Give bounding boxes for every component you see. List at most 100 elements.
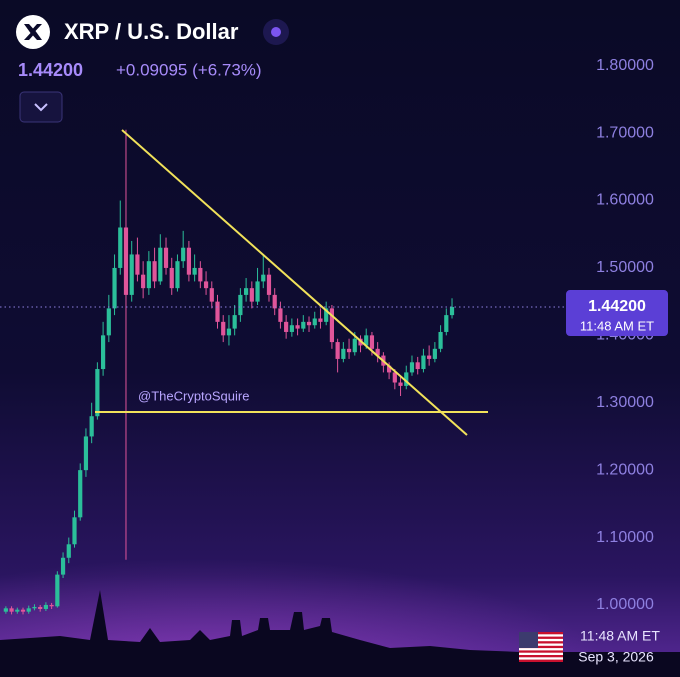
candle-body — [404, 372, 409, 386]
candle-body — [335, 342, 340, 359]
skyline — [0, 590, 680, 677]
candle-body — [284, 321, 289, 332]
candle-body — [135, 254, 140, 275]
y-tick-label: 1.00000 — [596, 596, 654, 613]
candle-body — [203, 281, 209, 289]
candle-body — [158, 247, 163, 282]
candle-body — [449, 307, 455, 316]
candle-body — [341, 348, 346, 359]
candle-body — [118, 227, 123, 268]
candle-body — [266, 274, 272, 295]
candle-body — [318, 318, 323, 322]
dropdown-button[interactable] — [19, 91, 63, 123]
candle-body — [129, 254, 134, 295]
candle-body — [89, 416, 94, 437]
candle-body — [289, 325, 294, 332]
candle-body — [192, 267, 197, 275]
candle-body — [38, 606, 43, 609]
candle-body — [398, 382, 403, 386]
candle-body — [306, 321, 312, 326]
candle-body — [78, 470, 83, 518]
candle-body — [181, 247, 186, 262]
candle-body — [278, 308, 283, 322]
candle-body — [26, 608, 31, 612]
candle-body — [215, 301, 220, 322]
dropdown-chevron — [34, 103, 48, 112]
trendline-descending — [121, 129, 468, 436]
candle-body — [329, 308, 334, 343]
candle-body — [209, 288, 214, 302]
candle-body — [272, 294, 277, 309]
last-price-time: 11:48 AM ET — [580, 318, 654, 333]
y-tick-label: 1.20000 — [596, 461, 654, 478]
candle-body — [66, 544, 71, 558]
candle-body — [186, 247, 191, 275]
candle-body — [9, 608, 14, 612]
price: 1.44200 — [18, 60, 83, 80]
candle-body — [152, 261, 157, 282]
footer-date: Sep 3, 2026 — [578, 649, 654, 665]
candle-body — [369, 335, 375, 349]
candle-body — [244, 288, 249, 295]
candle-body — [232, 315, 237, 329]
candle-body — [112, 267, 117, 309]
price-change: +0.09095 (+6.73%) — [116, 60, 262, 79]
candle-body — [444, 315, 449, 332]
us-flag — [519, 632, 563, 662]
candle-body — [312, 318, 317, 326]
candle-body — [20, 609, 26, 612]
candle-body — [346, 348, 352, 353]
candle-body — [198, 267, 203, 282]
candle-body — [72, 517, 77, 545]
candle-body — [163, 247, 169, 268]
candle-body — [255, 281, 260, 302]
candle-body — [238, 294, 243, 316]
last-price-label: 1.44200 — [588, 298, 646, 315]
y-tick-label: 1.30000 — [596, 394, 654, 411]
candle-body — [427, 355, 432, 359]
candle-body — [421, 355, 426, 370]
candle-body — [175, 261, 180, 289]
candle-body — [55, 574, 60, 607]
candle-body — [3, 608, 8, 612]
candle-body — [392, 372, 397, 383]
last-price-tag — [566, 290, 668, 337]
y-tick-label: 1.70000 — [596, 124, 654, 141]
candle-body — [415, 362, 420, 370]
candle-body — [249, 288, 254, 302]
candle-body — [295, 325, 300, 329]
xrp-logo-mark — [24, 24, 42, 40]
y-tick-label: 1.80000 — [596, 57, 654, 74]
candle-body — [409, 362, 415, 373]
candle-body — [375, 348, 380, 356]
candle-body — [49, 604, 54, 607]
candle-body — [324, 308, 329, 322]
status-dot — [271, 27, 281, 37]
candle-body — [101, 335, 106, 370]
candle-body — [169, 267, 174, 289]
candle-body — [106, 308, 111, 336]
watermark: @TheCryptoSquire — [138, 388, 249, 403]
chart-title: XRP / U.S. Dollar — [64, 19, 239, 44]
candle-body — [387, 365, 392, 373]
candle-body — [123, 227, 129, 295]
candle-body — [301, 321, 306, 329]
plot — [0, 129, 566, 615]
candle-body — [60, 557, 66, 575]
candle-body — [32, 606, 37, 609]
candle-body — [15, 609, 20, 612]
candle-body — [43, 604, 48, 609]
candle-body — [438, 331, 443, 349]
candle-body — [83, 436, 89, 471]
candle-body — [352, 338, 357, 353]
candle-body — [95, 369, 100, 417]
y-tick-label: 1.10000 — [596, 529, 654, 546]
footer-time: 11:48 AM ET — [580, 628, 660, 644]
candle-body — [432, 348, 437, 359]
y-tick-label: 1.50000 — [596, 259, 654, 276]
candle-body — [364, 335, 369, 346]
candle-body — [141, 274, 146, 289]
candle-body — [221, 321, 226, 336]
